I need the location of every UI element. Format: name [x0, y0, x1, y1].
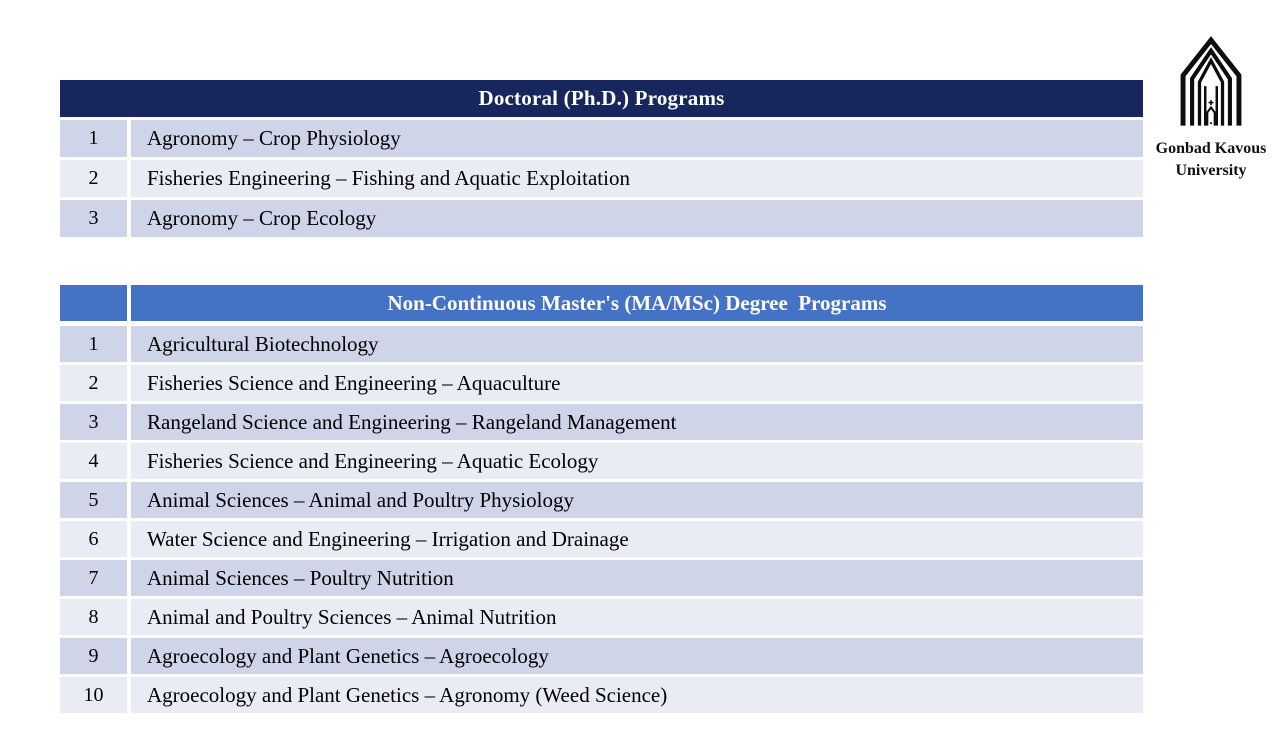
program-name: Agroecology and Plant Genetics – Agroeco…	[131, 638, 1143, 674]
table-row: 5 Animal Sciences – Animal and Poultry Ph…	[60, 482, 1143, 518]
program-name: Fisheries Engineering – Fishing and Aqua…	[131, 160, 1143, 197]
row-number: 9	[60, 638, 127, 674]
program-name: Animal Sciences – Animal and Poultry Phy…	[131, 482, 1143, 518]
masters-table-title: Non-Continuous Master's (MA/MSc) Degree …	[131, 285, 1143, 321]
program-name: Agroecology and Plant Genetics – Agronom…	[131, 677, 1143, 713]
table-row: 2 Fisheries Engineering – Fishing and Aqu…	[60, 160, 1143, 197]
masters-header-number-cell	[60, 285, 127, 321]
table-row: 7 Animal Sciences – Poultry Nutrition	[60, 560, 1143, 596]
table-row: 2 Fisheries Science and Engineering – Aqu…	[60, 365, 1143, 401]
program-name: Fisheries Science and Engineering – Aqua…	[131, 365, 1143, 401]
masters-table-body: 1 Agricultural Biotechnology 2 Fisheries Sc…	[60, 326, 1143, 713]
university-name-line2: University	[1175, 161, 1247, 179]
table-row: 1 Agronomy – Crop Physiology	[60, 120, 1143, 157]
program-name: Agronomy – Crop Ecology	[131, 200, 1143, 237]
doctoral-table-body: 1 Agronomy – Crop Physiology 2 Fisheries En…	[60, 120, 1143, 237]
row-number: 2	[60, 160, 127, 197]
university-logo: Gonbad Kavous University	[1150, 30, 1272, 181]
program-name: Agricultural Biotechnology	[131, 326, 1143, 362]
program-name: Agronomy – Crop Physiology	[131, 120, 1143, 157]
row-number: 1	[60, 326, 127, 362]
masters-table-header: Non-Continuous Master's (MA/MSc) Degree …	[60, 285, 1143, 321]
university-name: Gonbad Kavous University	[1156, 138, 1267, 181]
row-number: 5	[60, 482, 127, 518]
program-name: Fisheries Science and Engineering – Aqua…	[131, 443, 1143, 479]
university-arch-icon	[1180, 36, 1242, 126]
row-number: 4	[60, 443, 127, 479]
row-number: 7	[60, 560, 127, 596]
program-name: Water Science and Engineering – Irrigati…	[131, 521, 1143, 557]
program-name: Animal and Poultry Sciences – Animal Nut…	[131, 599, 1143, 635]
program-name: Rangeland Science and Engineering – Rang…	[131, 404, 1143, 440]
row-number: 3	[60, 200, 127, 237]
row-number: 2	[60, 365, 127, 401]
table-row: 8 Animal and Poultry Sciences – Animal Nu…	[60, 599, 1143, 635]
program-name: Animal Sciences – Poultry Nutrition	[131, 560, 1143, 596]
table-row: 1 Agricultural Biotechnology	[60, 326, 1143, 362]
row-number: 8	[60, 599, 127, 635]
row-number: 10	[60, 677, 127, 713]
doctoral-programs-table: Doctoral (Ph.D.) Programs 1 Agronomy – Cr…	[60, 80, 1143, 237]
table-row: 3 Rangeland Science and Engineering – Ran…	[60, 404, 1143, 440]
doctoral-table-header: Doctoral (Ph.D.) Programs	[60, 80, 1143, 117]
table-row: 4 Fisheries Science and Engineering – Aqu…	[60, 443, 1143, 479]
table-row: 3 Agronomy – Crop Ecology	[60, 200, 1143, 237]
row-number: 3	[60, 404, 127, 440]
row-number: 1	[60, 120, 127, 157]
table-row: 10 Agroecology and Plant Genetics – Agron…	[60, 677, 1143, 713]
row-number: 6	[60, 521, 127, 557]
table-row: 6 Water Science and Engineering – Irrigat…	[60, 521, 1143, 557]
masters-programs-table: Non-Continuous Master's (MA/MSc) Degree …	[60, 285, 1143, 713]
table-row: 9 Agroecology and Plant Genetics – Agroec…	[60, 638, 1143, 674]
doctoral-table-title: Doctoral (Ph.D.) Programs	[478, 86, 725, 110]
university-name-line1: Gonbad Kavous	[1155, 140, 1267, 157]
